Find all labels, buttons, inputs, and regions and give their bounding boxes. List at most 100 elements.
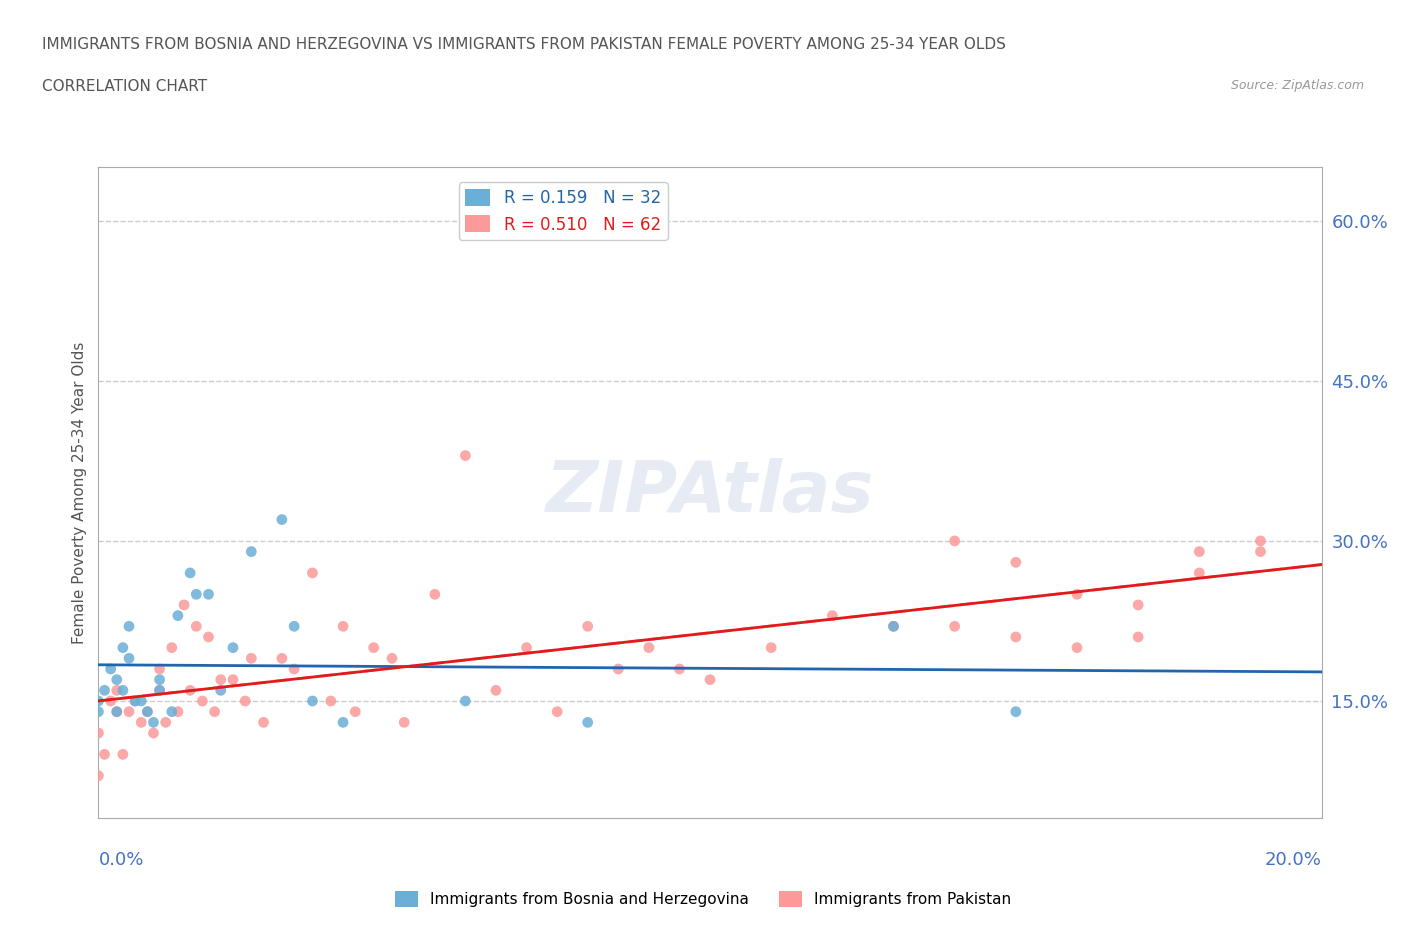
Point <box>124 694 146 709</box>
Point <box>821 608 844 623</box>
Point <box>209 672 232 687</box>
Point <box>93 683 115 698</box>
Point <box>883 618 905 633</box>
Point <box>252 715 274 730</box>
Point <box>668 661 690 676</box>
Point <box>943 534 966 549</box>
Point <box>454 448 477 463</box>
Text: IMMIGRANTS FROM BOSNIA AND HERZEGOVINA VS IMMIGRANTS FROM PAKISTAN FEMALE POVERT: IMMIGRANTS FROM BOSNIA AND HERZEGOVINA V… <box>42 37 1007 52</box>
Point <box>283 661 305 676</box>
Point <box>87 704 110 719</box>
Point <box>240 651 263 666</box>
Point <box>149 683 172 698</box>
Point <box>1128 630 1150 644</box>
Point <box>546 704 568 719</box>
Legend: Immigrants from Bosnia and Herzegovina, Immigrants from Pakistan: Immigrants from Bosnia and Herzegovina, … <box>388 884 1018 913</box>
Point <box>118 651 141 666</box>
Point <box>129 715 152 730</box>
Point <box>423 587 446 602</box>
Point <box>576 715 599 730</box>
Point <box>129 694 152 709</box>
Text: 0.0%: 0.0% <box>98 851 143 870</box>
Point <box>1004 704 1026 719</box>
Point <box>381 651 404 666</box>
Point <box>759 640 782 655</box>
Text: ZIPAtlas: ZIPAtlas <box>546 458 875 527</box>
Point <box>100 661 122 676</box>
Point <box>222 672 245 687</box>
Point <box>270 512 292 527</box>
Point <box>100 694 122 709</box>
Point <box>142 725 165 740</box>
Point <box>392 715 416 730</box>
Point <box>197 587 219 602</box>
Point <box>167 704 190 719</box>
Point <box>149 683 172 698</box>
Point <box>87 725 110 740</box>
Point <box>136 704 159 719</box>
Point <box>344 704 367 719</box>
Point <box>363 640 385 655</box>
Point <box>454 694 477 709</box>
Point <box>699 672 721 687</box>
Point <box>332 618 354 633</box>
Point <box>124 694 146 709</box>
Point <box>209 683 232 698</box>
Point <box>111 640 134 655</box>
Point <box>1249 544 1271 559</box>
Point <box>160 640 183 655</box>
Point <box>105 704 128 719</box>
Point <box>173 597 195 612</box>
Point <box>1066 587 1088 602</box>
Point <box>155 715 177 730</box>
Point <box>111 747 134 762</box>
Point <box>1004 555 1026 570</box>
Point <box>149 661 172 676</box>
Point <box>204 704 226 719</box>
Point <box>1066 640 1088 655</box>
Point <box>118 704 141 719</box>
Y-axis label: Female Poverty Among 25-34 Year Olds: Female Poverty Among 25-34 Year Olds <box>72 341 87 644</box>
Point <box>319 694 342 709</box>
Point <box>485 683 508 698</box>
Point <box>301 694 323 709</box>
Text: Source: ZipAtlas.com: Source: ZipAtlas.com <box>1230 79 1364 92</box>
Point <box>167 608 190 623</box>
Point <box>240 544 263 559</box>
Point <box>142 715 165 730</box>
Point <box>1188 565 1211 580</box>
Point <box>637 640 661 655</box>
Point <box>118 618 141 633</box>
Point <box>883 618 905 633</box>
Legend: R = 0.159   N = 32, R = 0.510   N = 62: R = 0.159 N = 32, R = 0.510 N = 62 <box>458 182 668 240</box>
Point <box>1004 630 1026 644</box>
Point <box>149 672 172 687</box>
Point <box>270 651 292 666</box>
Point <box>160 704 183 719</box>
Point <box>186 587 208 602</box>
Point <box>1249 534 1271 549</box>
Point <box>233 694 256 709</box>
Point <box>222 640 245 655</box>
Point <box>283 618 305 633</box>
Point <box>105 672 128 687</box>
Point <box>576 618 599 633</box>
Point <box>191 694 214 709</box>
Point <box>516 640 538 655</box>
Point <box>301 565 323 580</box>
Point <box>87 694 110 709</box>
Point <box>943 618 966 633</box>
Point <box>179 683 201 698</box>
Point <box>197 630 219 644</box>
Point <box>1128 597 1150 612</box>
Point <box>105 704 128 719</box>
Point <box>136 704 159 719</box>
Text: CORRELATION CHART: CORRELATION CHART <box>42 79 207 94</box>
Point <box>87 768 110 783</box>
Point <box>111 683 134 698</box>
Point <box>179 565 201 580</box>
Point <box>607 661 630 676</box>
Text: 20.0%: 20.0% <box>1265 851 1322 870</box>
Point <box>105 683 128 698</box>
Point <box>93 747 115 762</box>
